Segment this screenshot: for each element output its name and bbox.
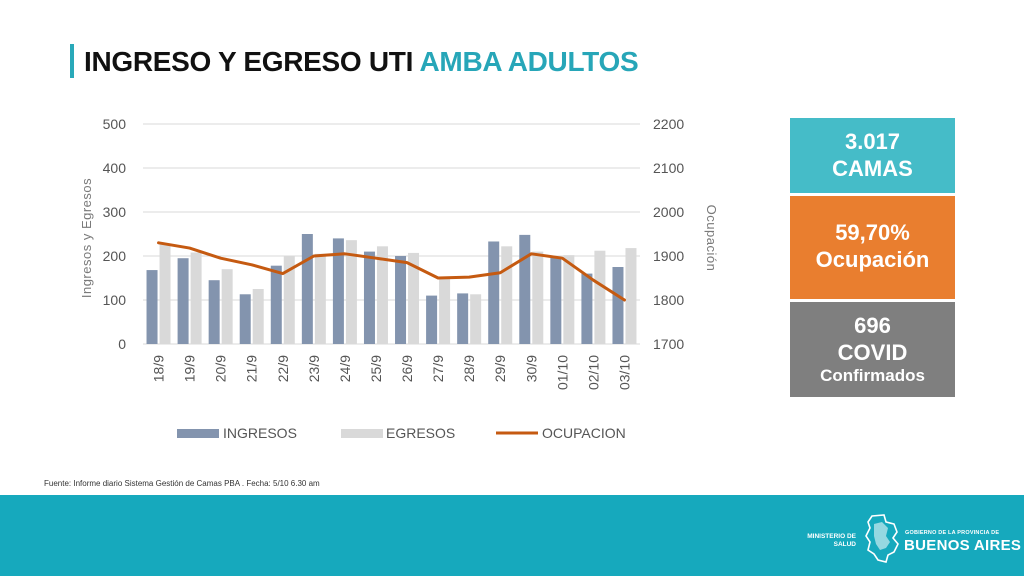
y2-tick-label: 2100	[653, 160, 684, 176]
covid-value: 696	[854, 313, 891, 338]
legend-label-ingresos: INGRESOS	[223, 425, 297, 441]
ministry-line2: SALUD	[833, 541, 856, 548]
bar-egresos	[532, 251, 544, 344]
x-tick-label: 28/9	[461, 355, 477, 382]
y-tick-label: 200	[103, 248, 127, 264]
bar-egresos	[625, 248, 637, 344]
bar-egresos	[439, 278, 451, 344]
x-tick-label: 30/9	[523, 355, 539, 382]
title-accent-bar	[70, 44, 74, 78]
bar-ingresos	[363, 251, 375, 344]
footer-band	[0, 495, 1024, 576]
y-tick-label: 500	[103, 116, 127, 132]
bar-egresos	[159, 243, 171, 344]
source-note: Fuente: Informe diario Sistema Gestión d…	[44, 479, 320, 488]
bar-ingresos	[612, 267, 624, 344]
bar-ingresos	[550, 257, 562, 344]
covid-panel: 696 COVID Confirmados	[790, 302, 955, 397]
x-tick-label: 01/10	[554, 355, 570, 390]
bar-egresos	[252, 289, 264, 344]
bar-egresos	[376, 246, 388, 344]
x-tick-label: 24/9	[337, 355, 353, 382]
chart-y2-ticks: 1700 1800 1900 2000 2100 2200	[653, 116, 684, 352]
chart-x-ticks: 18/9 19/9 20/9 21/9 22/9 23/9 24/9 25/9 26/9 27/9…	[151, 355, 633, 390]
chart-y-ticks: 0 100 200 300 400 500	[103, 116, 127, 352]
province-map-icon	[865, 514, 899, 563]
x-tick-label: 29/9	[492, 355, 508, 382]
bar-ingresos	[301, 234, 313, 344]
x-tick-label: 03/10	[616, 355, 632, 390]
bar-egresos	[408, 252, 420, 344]
y-tick-label: 300	[103, 204, 127, 220]
bar-ingresos	[270, 265, 282, 344]
bar-egresos	[501, 246, 513, 344]
y2-tick-label: 1800	[653, 292, 684, 308]
y-tick-label: 0	[118, 336, 126, 352]
bar-ingresos	[146, 270, 158, 344]
y2-tick-label: 1700	[653, 336, 684, 352]
y-tick-label: 400	[103, 160, 127, 176]
x-tick-label: 27/9	[430, 355, 446, 382]
y-tick-label: 100	[103, 292, 127, 308]
bar-egresos	[594, 250, 606, 344]
line-ocupacion	[157, 241, 626, 302]
page-title: INGRESO Y EGRESO UTI AMBA ADULTOS	[84, 44, 639, 80]
x-tick-label: 22/9	[275, 355, 291, 382]
bar-ingresos	[239, 294, 251, 344]
title-main: INGRESO Y EGRESO UTI	[84, 46, 414, 77]
bar-ingresos	[208, 280, 220, 344]
bar-ingresos	[519, 234, 531, 344]
y2-tick-label: 1900	[653, 248, 684, 264]
legend-swatch-egresos	[341, 429, 383, 438]
x-tick-label: 19/9	[182, 355, 198, 382]
legend-swatch-ingresos	[177, 429, 219, 438]
bar-egresos	[283, 256, 295, 344]
bar-egresos	[345, 240, 357, 344]
title-highlight: AMBA ADULTOS	[419, 46, 639, 77]
occupancy-value: 59,70%	[835, 220, 910, 245]
province-name: BUENOS AIRES	[904, 537, 1022, 554]
chart-legend: INGRESOS EGRESOS OCUPACION	[177, 425, 626, 441]
legend-label-ocupacion: OCUPACION	[542, 425, 626, 441]
x-tick-label: 25/9	[368, 355, 384, 382]
occupancy-label: Ocupación	[815, 247, 930, 272]
bar-egresos	[221, 269, 233, 344]
ministry-logo-text: MINISTERIO DE SALUD	[800, 533, 856, 549]
bar-egresos	[190, 252, 202, 344]
bar-ingresos	[581, 273, 593, 344]
beds-panel: 3.017 CAMAS	[790, 118, 955, 193]
bar-ingresos	[177, 258, 189, 344]
chart-line	[157, 241, 626, 302]
y2-axis-title: Ocupación	[704, 205, 719, 272]
x-tick-label: 18/9	[151, 355, 167, 382]
y2-tick-label: 2000	[653, 204, 684, 220]
x-tick-label: 23/9	[306, 355, 322, 382]
x-tick-label: 21/9	[244, 355, 260, 382]
bar-ingresos	[457, 293, 469, 344]
covid-label: COVID	[837, 340, 908, 365]
bar-ingresos	[332, 238, 344, 344]
ministry-line1: MINISTERIO DE	[807, 533, 856, 540]
x-tick-label: 20/9	[213, 355, 229, 382]
beds-value: 3.017	[844, 129, 901, 154]
bar-egresos	[314, 253, 326, 344]
legend-label-egresos: EGRESOS	[386, 425, 455, 441]
government-line: GOBIERNO DE LA PROVINCIA DE	[905, 530, 1000, 536]
x-tick-label: 26/9	[399, 355, 415, 382]
beds-label: CAMAS	[832, 156, 913, 181]
covid-sublabel: Confirmados	[820, 366, 925, 385]
chart-bars	[146, 234, 637, 344]
y2-tick-label: 2200	[653, 116, 684, 132]
x-tick-label: 02/10	[585, 355, 601, 390]
bar-ingresos	[488, 241, 500, 344]
y-axis-title: Ingresos y Egresos	[79, 178, 94, 298]
bar-ingresos	[426, 295, 438, 344]
occupancy-panel: 59,70% Ocupación	[790, 196, 955, 299]
bar-egresos	[563, 255, 575, 344]
bar-egresos	[470, 294, 482, 344]
bar-ingresos	[395, 256, 407, 344]
